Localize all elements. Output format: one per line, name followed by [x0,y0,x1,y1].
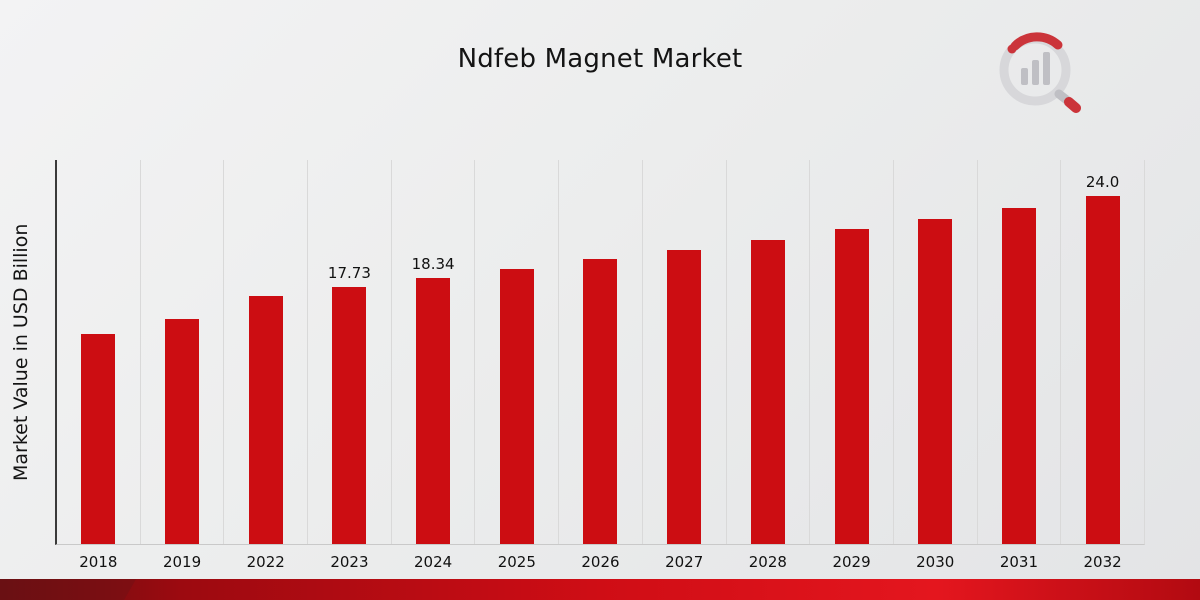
bar-column-2026: 2026 [558,160,642,571]
bar-column-2019: 2019 [139,160,224,571]
x-tick-label-2028: 2028 [748,553,787,571]
bar-2030 [918,218,953,544]
bar-2024 [416,278,451,544]
bottom-ribbon [0,579,1200,600]
bar-column-2024: 18.34 2024 [390,160,475,571]
logo-bar-medium [1032,60,1039,85]
bar-column-2028: 2028 [725,160,810,571]
x-tick-label-2031: 2031 [999,553,1038,571]
logo-magnifier-tip [1064,97,1081,113]
chart-title: Ndfeb Magnet Market [457,44,743,74]
bar-value-label-2023: 17.73 [327,264,371,283]
bar-value-label-2032: 24.0 [1085,173,1120,192]
bar-column-2023: 17.73 2023 [307,160,391,571]
bar-column-2027: 2027 [641,160,726,571]
bar-column-2032: 24.0 2032 [1060,160,1144,571]
logo-bar-small [1021,68,1028,85]
bar-column-2025: 2025 [474,160,558,571]
bar-column-2018: 2018 [57,160,140,571]
bar-chart-magnifier-logo [999,32,1081,113]
x-tick-label-2023: 2023 [330,553,369,571]
bar-2022 [248,295,283,544]
bar-value-label-2024: 18.34 [411,255,455,274]
logo-red-dot [1007,44,1017,54]
bar-2027 [667,249,702,544]
logo-bar-large [1043,52,1050,85]
x-tick-label-2030: 2030 [916,553,955,571]
plot-area: 2018 2019 2022 17.73 2023 18.34 2024 2025 2026 20… [55,160,1145,571]
y-axis-label: Market Value in USD Billion [10,223,32,482]
bar-2019 [165,319,200,544]
x-tick-label-2019: 2019 [162,553,202,571]
bar-column-2031: 2031 [976,160,1061,571]
bar-2031 [1001,207,1036,544]
x-tick-label-2026: 2026 [581,553,620,571]
bar-column-2022: 2022 [223,160,307,571]
x-tick-label-2018: 2018 [79,553,118,571]
bar-2029 [834,229,869,544]
bar-2025 [499,268,534,544]
bar-2032 [1085,196,1120,544]
logo-red-arc [1010,32,1063,51]
x-tick-label-2022: 2022 [246,553,285,571]
bar-2023 [332,287,367,544]
x-tick-label-2027: 2027 [665,553,704,571]
bar-2028 [750,239,785,544]
x-tick-label-2032: 2032 [1083,553,1122,571]
bar-2018 [81,333,116,544]
x-tick-label-2024: 2024 [414,553,453,571]
bar-2026 [583,259,618,544]
bar-column-2029: 2029 [809,160,893,571]
x-tick-label-2029: 2029 [832,553,871,571]
x-tick-label-2025: 2025 [497,553,536,571]
bar-column-2030: 2030 [892,160,977,571]
